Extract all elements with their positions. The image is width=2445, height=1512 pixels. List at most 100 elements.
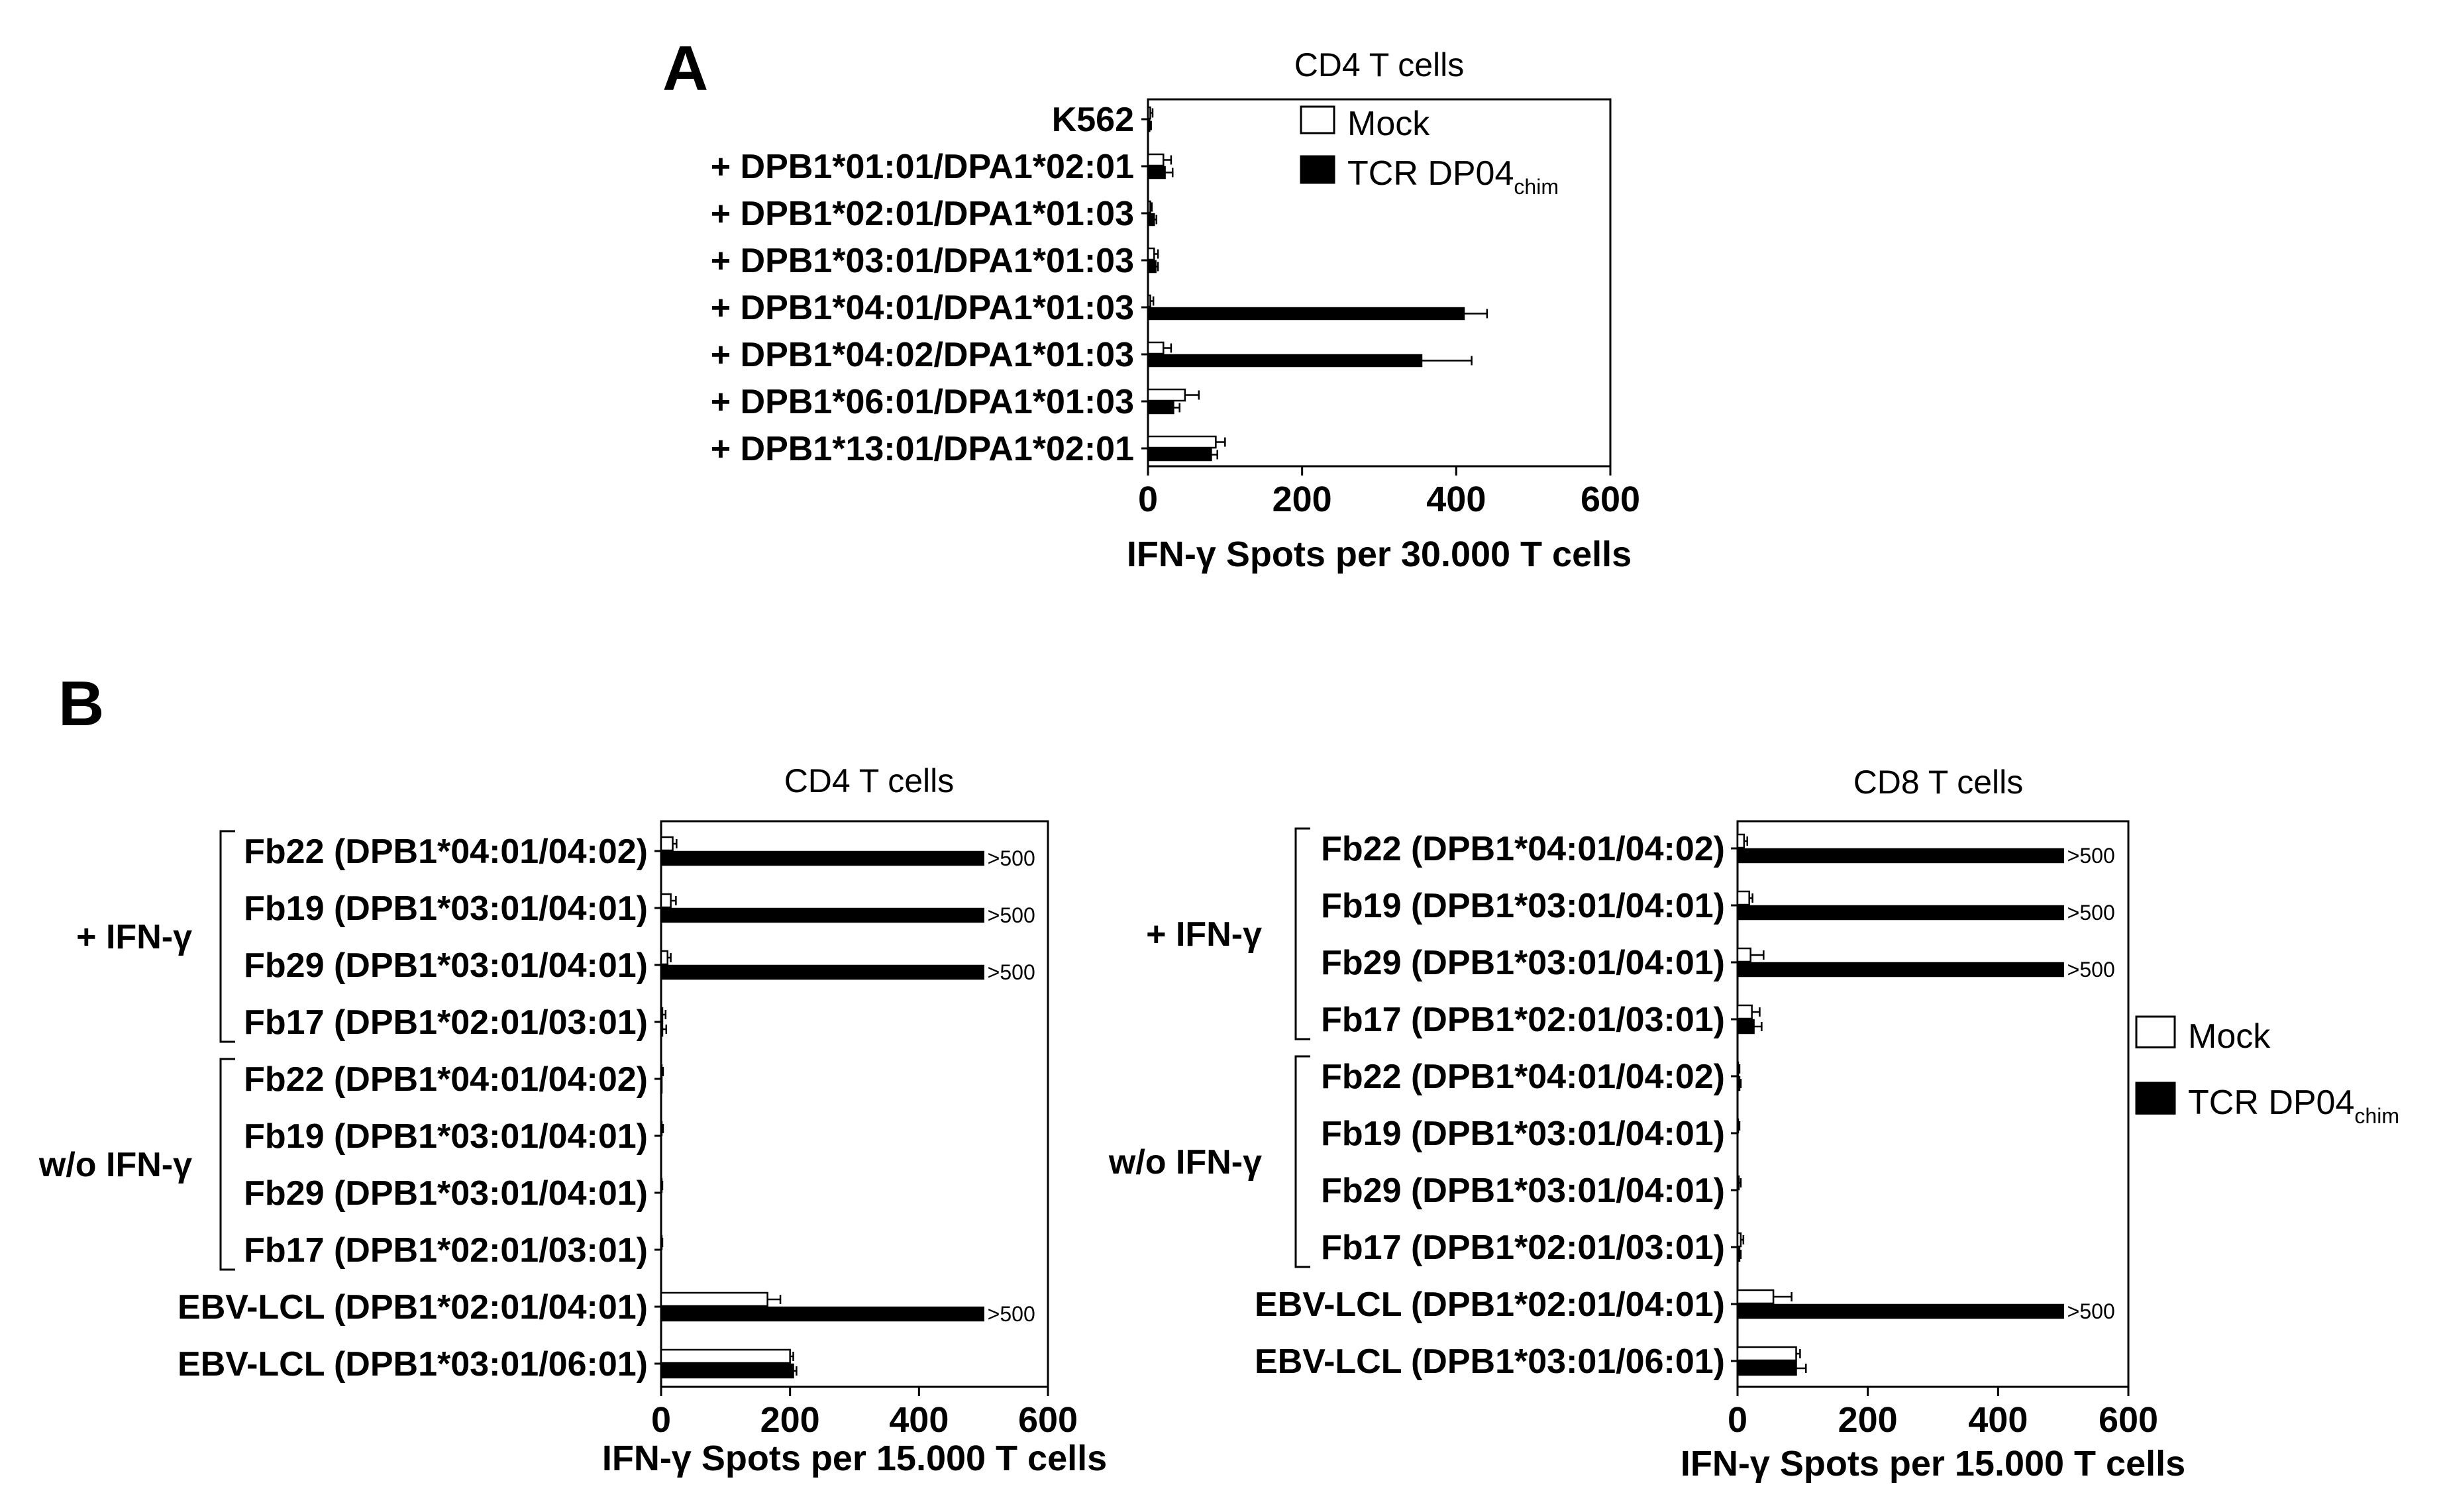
category-label: Fb17 (DPB1*02:01/03:01): [1321, 1001, 1725, 1039]
bar-tcr: [660, 1078, 663, 1094]
bar-mock: [1147, 388, 1186, 402]
x-axis-label: IFN-γ Spots per 15.000 T cells: [602, 1438, 1107, 1478]
bar-tcr: [1147, 448, 1212, 462]
bar-tcr: [1147, 166, 1166, 179]
bar-mock: [1736, 1346, 1797, 1362]
bar-tcr: [1147, 213, 1155, 227]
group-bracket: [1294, 827, 1310, 1040]
legend: Mock TCR DP04chim: [2135, 1015, 2399, 1128]
x-tick-label: 600: [2099, 1400, 2158, 1440]
category-label: Fb17 (DPB1*02:01/03:01): [244, 1231, 648, 1270]
category-label: Fb29 (DPB1*03:01/04:01): [244, 946, 648, 985]
bar-tcr: [1147, 119, 1151, 132]
bar-mock: [660, 950, 668, 966]
category-label: + DPB1*02:01/DPA1*01:03: [711, 195, 1134, 233]
category-label: + DPB1*03:01/DPA1*01:03: [711, 242, 1134, 280]
bar-tcr: [1736, 962, 2064, 978]
category-label: + DPB1*13:01/DPA1*02:01: [711, 430, 1134, 468]
category-label: EBV-LCL (DPB1*02:01/04:01): [178, 1288, 648, 1327]
bar-mock: [660, 1348, 791, 1364]
category-label: K562: [1052, 101, 1134, 139]
bar-mock: [1147, 435, 1217, 449]
legend-label-text: TCR DP04: [2188, 1084, 2354, 1122]
x-tick-label: 400: [1426, 479, 1486, 519]
x-tick-label: 0: [1728, 1400, 1747, 1440]
legend: Mock TCR DP04chim: [1300, 105, 1559, 199]
bar-mock: [1736, 1232, 1742, 1248]
category-label: Fb17 (DPB1*02:01/03:01): [1321, 1229, 1725, 1267]
bar-mock: [1147, 341, 1165, 355]
group-bracket: [219, 1058, 235, 1271]
bar-mock: [660, 1291, 768, 1307]
bar-mock: [660, 1007, 664, 1023]
bar-tcr: [1147, 307, 1465, 321]
group-bracket: [219, 830, 235, 1043]
bar-tcr: [1736, 1019, 1755, 1034]
bar-mock: [1736, 890, 1750, 906]
bar-mock: [1147, 200, 1151, 214]
bar-tcr: [1736, 1246, 1741, 1262]
category-label: Fb19 (DPB1*03:01/04:01): [1321, 887, 1725, 925]
bar-mock: [1736, 1175, 1740, 1191]
x-tick-label: 200: [1273, 479, 1332, 519]
x-axis-label: IFN-γ Spots per 30.000 T cells: [1127, 534, 1632, 574]
category-label: EBV-LCL (DPB1*02:01/04:01): [1255, 1285, 1725, 1324]
category-label: Fb29 (DPB1*03:01/04:01): [244, 1174, 648, 1213]
bar-mock: [660, 893, 672, 909]
legend-label-subscript: chim: [1514, 175, 1559, 199]
category-label: Fb29 (DPB1*03:01/04:01): [1321, 944, 1725, 982]
category-label: + DPB1*04:01/DPA1*01:03: [711, 289, 1134, 327]
category-label: Fb22 (DPB1*04:01/04:02): [244, 832, 648, 871]
legend-label-text: TCR DP04: [1347, 154, 1514, 193]
category-label: + DPB1*01:01/DPA1*02:01: [711, 148, 1134, 186]
legend-swatch-mock: [1300, 105, 1335, 134]
group-label: w/o IFN-γ: [38, 1146, 192, 1184]
bar-tcr: [1147, 401, 1174, 415]
x-tick-label: 600: [1018, 1400, 1078, 1440]
bar-mock: [660, 836, 674, 852]
bar-tcr: [1736, 1303, 2064, 1319]
x-tick-label: 400: [1968, 1400, 2028, 1440]
overflow-label: >500: [988, 1302, 1035, 1326]
x-tick-label: 0: [1138, 479, 1158, 519]
category-label: Fb22 (DPB1*04:01/04:02): [1321, 1058, 1725, 1096]
bar-mock: [1147, 294, 1151, 308]
bar-tcr: [660, 1363, 794, 1379]
plot-frame: [1736, 820, 2130, 1388]
legend-label-subscript: chim: [2354, 1104, 2399, 1128]
bar-mock: [1736, 833, 1745, 849]
category-label: + DPB1*06:01/DPA1*01:03: [711, 383, 1134, 421]
category-label: + DPB1*04:02/DPA1*01:03: [711, 336, 1134, 374]
chart-panel-2: CD8 T cells Fb22 (DPB1*04:01/04:02) Fb19 (…: [1108, 764, 2399, 1484]
category-label: Fb19 (DPB1*03:01/04:01): [244, 889, 648, 928]
bar-tcr: [1736, 848, 2064, 864]
category-label: EBV-LCL (DPB1*03:01/06:01): [178, 1345, 648, 1384]
legend-swatch-tcr: [1300, 155, 1335, 184]
plot-frame: [1147, 98, 1612, 468]
group-label: + IFN-γ: [1146, 915, 1262, 954]
group-label: + IFN-γ: [76, 918, 192, 956]
bar-tcr: [660, 1306, 984, 1322]
bar-tcr: [1147, 354, 1423, 368]
bar-mock: [1147, 247, 1155, 261]
bar-tcr: [1736, 1360, 1797, 1376]
chart-title: CD4 T cells: [1294, 46, 1465, 83]
bar-tcr: [1736, 905, 2064, 921]
category-label: Fb22 (DPB1*04:01/04:02): [244, 1060, 648, 1099]
bar-mock: [1147, 153, 1165, 167]
x-tick-label: 200: [760, 1400, 820, 1440]
x-tick-label: 200: [1838, 1400, 1898, 1440]
overflow-label: >500: [988, 903, 1035, 927]
category-label: Fb19 (DPB1*03:01/04:01): [1321, 1115, 1725, 1153]
bar-mock: [1736, 947, 1751, 963]
category-label: Fb17 (DPB1*02:01/03:01): [244, 1003, 648, 1042]
bar-mock: [660, 1064, 663, 1080]
x-tick-label: 0: [651, 1400, 671, 1440]
bar-tcr: [1736, 1076, 1741, 1091]
category-label: EBV-LCL (DPB1*03:01/06:01): [1255, 1342, 1725, 1381]
overflow-label: >500: [988, 846, 1035, 870]
x-tick-label: 400: [889, 1400, 949, 1440]
chart-title: CD8 T cells: [1853, 764, 2024, 801]
legend-label: TCR DP04chim: [1347, 154, 1559, 199]
bar-tcr: [660, 1021, 664, 1037]
